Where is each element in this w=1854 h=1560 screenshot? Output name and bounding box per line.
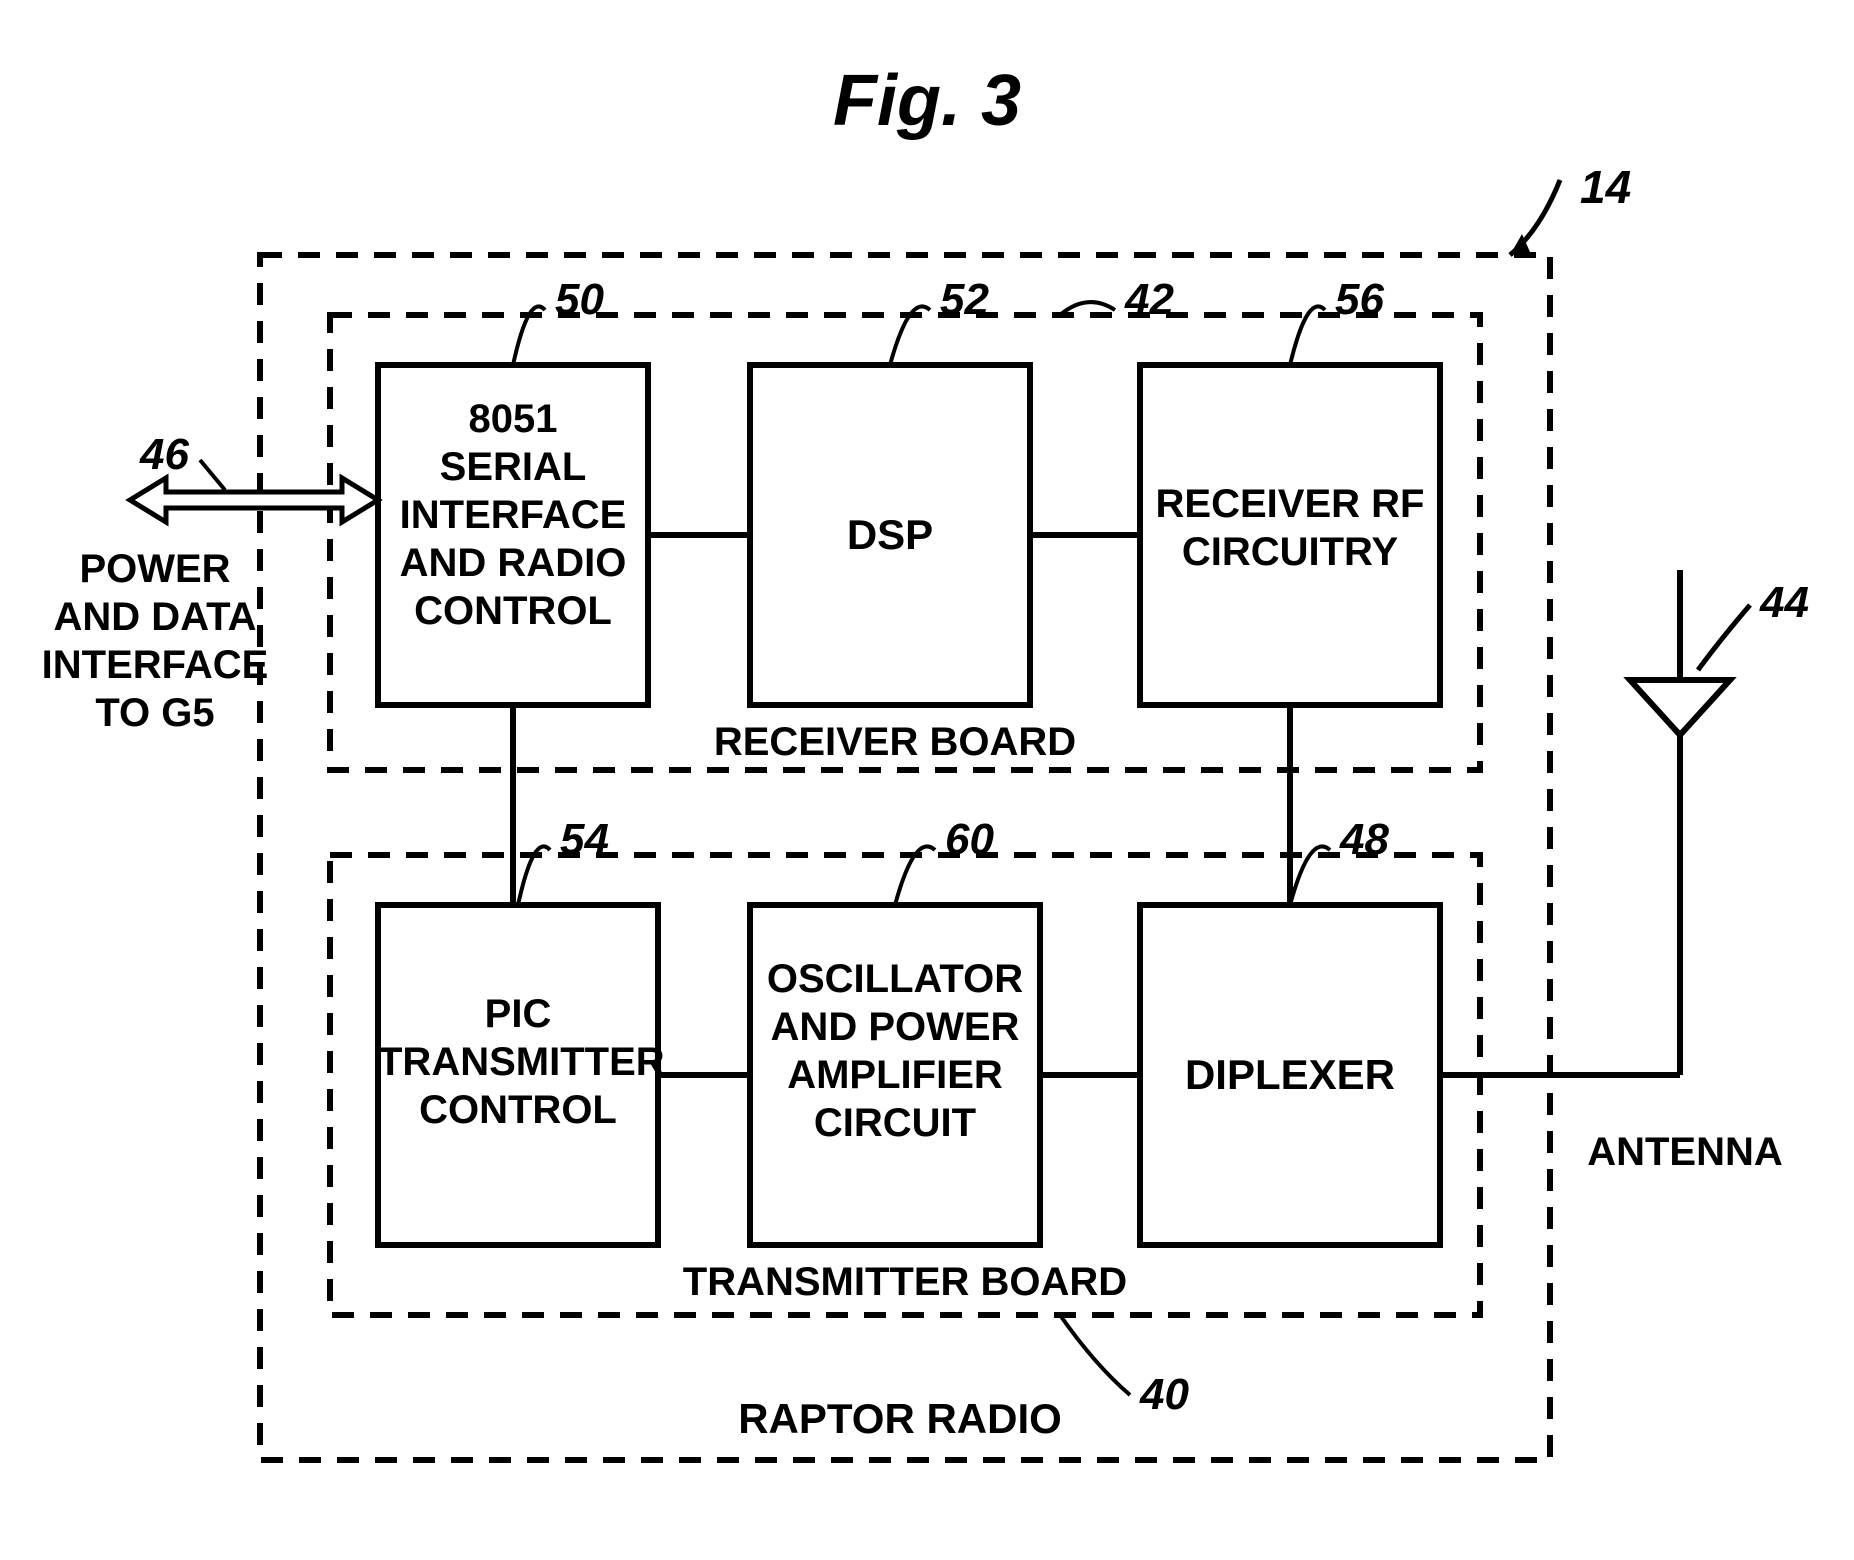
ref-44: 44 [1760, 578, 1809, 628]
ref-40: 40 [1140, 1370, 1189, 1420]
ref-60: 60 [945, 815, 994, 865]
ref-46: 46 [140, 430, 189, 480]
ref-54: 54 [560, 815, 609, 865]
caption-receiver-board: RECEIVER BOARD [680, 720, 1110, 765]
caption-raptor-radio: RAPTOR RADIO [700, 1395, 1100, 1443]
caption-antenna: ANTENNA [1570, 1130, 1800, 1175]
label-rxrf: RECEIVER RF CIRCUITRY [1140, 480, 1440, 576]
caption-transmitter-board: TRANSMITTER BOARD [640, 1260, 1170, 1305]
label-osc: OSCILLATOR AND POWER AMPLIFIER CIRCUIT [750, 955, 1040, 1147]
label-pic: PIC TRANSMITTER CONTROL [378, 990, 658, 1134]
diagram-svg [0, 0, 1854, 1560]
caption-interface: POWER AND DATA INTERFACE TO G5 [40, 545, 270, 737]
ref-50: 50 [555, 275, 604, 325]
ref-56: 56 [1335, 275, 1384, 325]
label-diplexer: DIPLEXER [1140, 1050, 1440, 1100]
ref-48: 48 [1340, 815, 1389, 865]
label-dsp: DSP [750, 510, 1030, 560]
label-serial: 8051 SERIAL INTERFACE AND RADIO CONTROL [378, 395, 648, 635]
ref-14: 14 [1580, 160, 1631, 214]
ref-42: 42 [1125, 275, 1174, 325]
ref-52: 52 [940, 275, 989, 325]
